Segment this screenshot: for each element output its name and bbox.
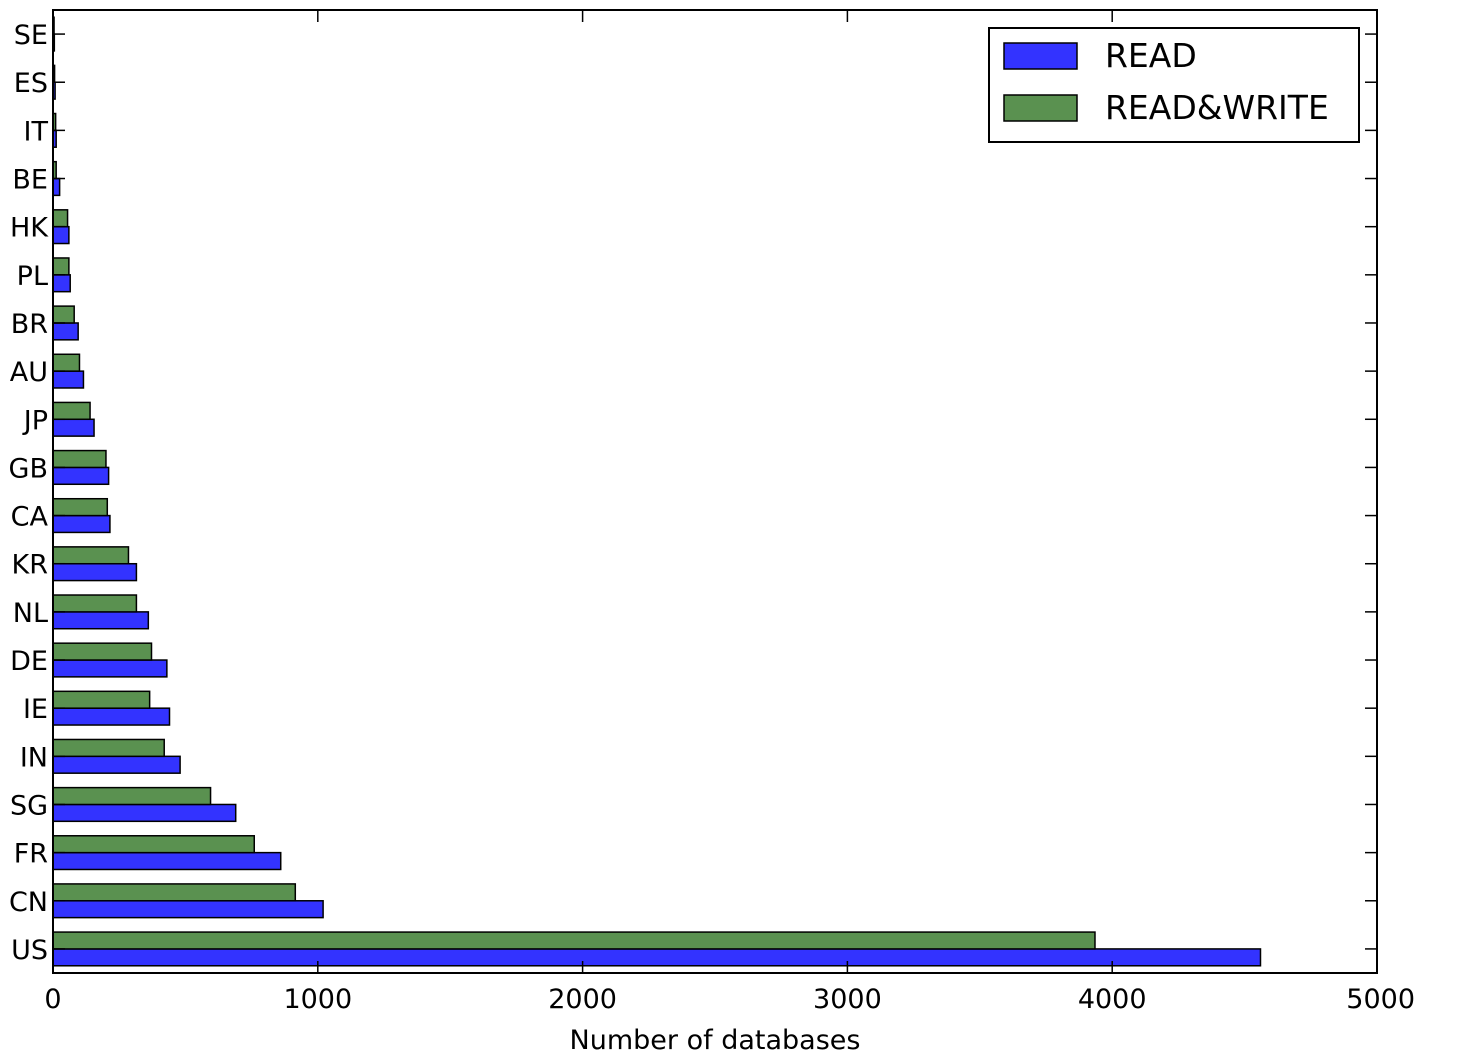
- y-tick-label: CN: [9, 887, 48, 918]
- y-tick-label: BE: [12, 165, 48, 196]
- y-tick-label: FR: [14, 839, 48, 870]
- x-tick-label: 2000: [548, 984, 617, 1015]
- bar-jp-read: [52, 418, 95, 437]
- bar-nl-read: [52, 611, 150, 630]
- bar-ie-read-write: [52, 690, 151, 709]
- y-tick-label: IN: [20, 742, 48, 773]
- x-tick-label: 0: [44, 984, 61, 1015]
- y-tick-labels: US CN FR SG IN IE DE NL KR CA GB JP AU BR PL HK BE IT ES SE: [9, 20, 50, 966]
- y-tick-label: DE: [10, 646, 48, 677]
- legend: READ READ&WRITE: [988, 27, 1360, 143]
- x-tick-labels: 0 1000 2000 3000 4000 5000: [44, 984, 1415, 1015]
- bar-kr-read: [52, 562, 138, 582]
- bar-fr-read-write: [52, 835, 255, 854]
- bar-ca-read: [52, 514, 111, 534]
- bar-hk-read: [52, 225, 70, 245]
- x-tick-label: 1000: [283, 984, 352, 1015]
- bar-ca-read-write: [52, 497, 109, 517]
- bar-us-read: [52, 948, 1262, 967]
- x-tick-label: 3000: [813, 984, 882, 1015]
- legend-label-read-write: READ&WRITE: [1105, 88, 1329, 127]
- legend-label-read: READ: [1105, 36, 1197, 75]
- bar-br-read: [52, 322, 79, 341]
- x-tick-label: 5000: [1346, 984, 1415, 1015]
- bar-in-read: [52, 755, 181, 774]
- y-tick-label: ES: [14, 68, 48, 99]
- y-tick-label: AU: [10, 357, 48, 388]
- bar-de-read-write: [52, 642, 153, 661]
- y-tick-label: BR: [11, 309, 48, 340]
- x-axis-title: Number of databases: [570, 1025, 861, 1054]
- y-tick-label: IE: [23, 694, 48, 725]
- bar-kr-read-write: [52, 546, 130, 565]
- ticks-group: [52, 10, 1378, 973]
- y-tick-label: IT: [24, 116, 49, 147]
- bar-cn-read: [52, 900, 324, 919]
- bar-gb-read: [52, 466, 110, 486]
- bar-gb-read-write: [52, 449, 107, 469]
- bar-fr-read: [52, 851, 282, 871]
- y-tick-label: HK: [10, 213, 49, 244]
- bar-ie-read: [52, 707, 171, 726]
- y-tick-label: PL: [17, 261, 48, 292]
- bar-hk-read-write: [52, 209, 69, 228]
- bar-jp-read-write: [52, 401, 91, 421]
- y-tick-label: GB: [9, 453, 48, 484]
- legend-swatch-read: [1003, 42, 1078, 70]
- bar-au-read-write: [52, 353, 81, 372]
- y-tick-label: NL: [13, 598, 48, 629]
- plot-frame: [52, 9, 1378, 974]
- y-tick-label: KR: [12, 550, 48, 581]
- x-tick-label: 4000: [1078, 984, 1147, 1015]
- bars-group: [52, 16, 1262, 967]
- bar-pl-read-write: [52, 257, 70, 276]
- bar-pl-read: [52, 274, 71, 293]
- y-tick-label: JP: [22, 405, 48, 436]
- bar-au-read: [52, 370, 85, 389]
- bar-sg-read: [52, 803, 237, 823]
- bar-us-read-write: [52, 931, 1096, 950]
- bar-sg-read-write: [52, 786, 212, 806]
- bar-br-read-write: [52, 305, 75, 324]
- y-tick-label: SE: [14, 20, 48, 51]
- y-tick-label: US: [11, 935, 48, 966]
- bar-cn-read-write: [52, 883, 297, 902]
- legend-swatch-read-write: [1003, 94, 1078, 122]
- bar-in-read-write: [52, 738, 165, 758]
- y-tick-label: CA: [11, 502, 49, 533]
- y-tick-label: SG: [10, 790, 48, 821]
- bar-nl-read-write: [52, 594, 138, 613]
- bar-de-read: [52, 659, 168, 678]
